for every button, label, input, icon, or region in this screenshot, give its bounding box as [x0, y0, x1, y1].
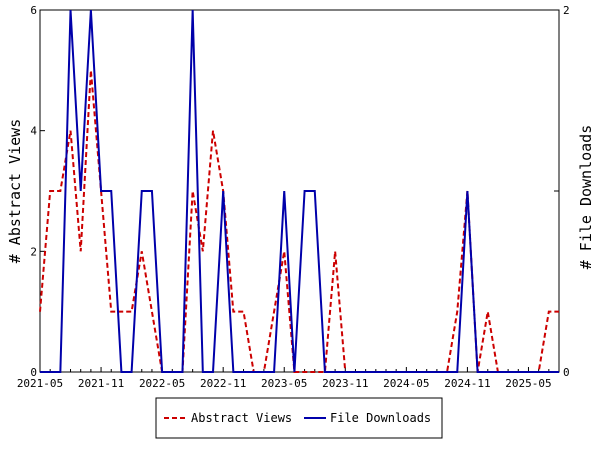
right-y-tick-label: 2 — [563, 4, 570, 17]
x-tick-label: 2023-05 — [261, 377, 307, 390]
x-tick-label: 2024-11 — [444, 377, 490, 390]
series-line-1 — [40, 9, 559, 373]
x-tick-label: 2022-11 — [200, 377, 246, 390]
x-tick-label: 2021-05 — [17, 377, 63, 390]
left-y-tick-label: 2 — [30, 245, 37, 258]
x-tick-label: 2021-11 — [78, 377, 124, 390]
x-tick-label: 2025-05 — [505, 377, 551, 390]
legend-box — [155, 397, 443, 439]
left-y-axis-label: # Abstract Views — [6, 119, 24, 264]
legend: Abstract Views File Downloads — [155, 397, 443, 439]
right-y-tick-label: 0 — [563, 366, 570, 379]
x-tick-label: 2022-05 — [139, 377, 185, 390]
right-y-axis-ticks: 02 — [554, 4, 570, 379]
series-layer — [39, 9, 559, 373]
legend-label-abstract-views: Abstract Views — [191, 411, 292, 425]
left-y-tick-label: 0 — [30, 366, 37, 379]
series-line-0 — [39, 70, 559, 373]
x-tick-label: 2023-11 — [322, 377, 368, 390]
left-y-axis-ticks: 0 2 4 6 — [30, 4, 45, 379]
right-y-axis-label: # File Downloads — [577, 125, 595, 270]
left-y-tick-label: 4 — [30, 125, 37, 138]
x-tick-label: 2024-05 — [383, 377, 429, 390]
left-y-tick-label: 6 — [30, 4, 37, 17]
legend-label-file-downloads: File Downloads — [330, 411, 431, 425]
x-axis-ticks: 2021-05 2021-11 2022-05 2022-11 2023-05 2023-… — [17, 367, 560, 390]
